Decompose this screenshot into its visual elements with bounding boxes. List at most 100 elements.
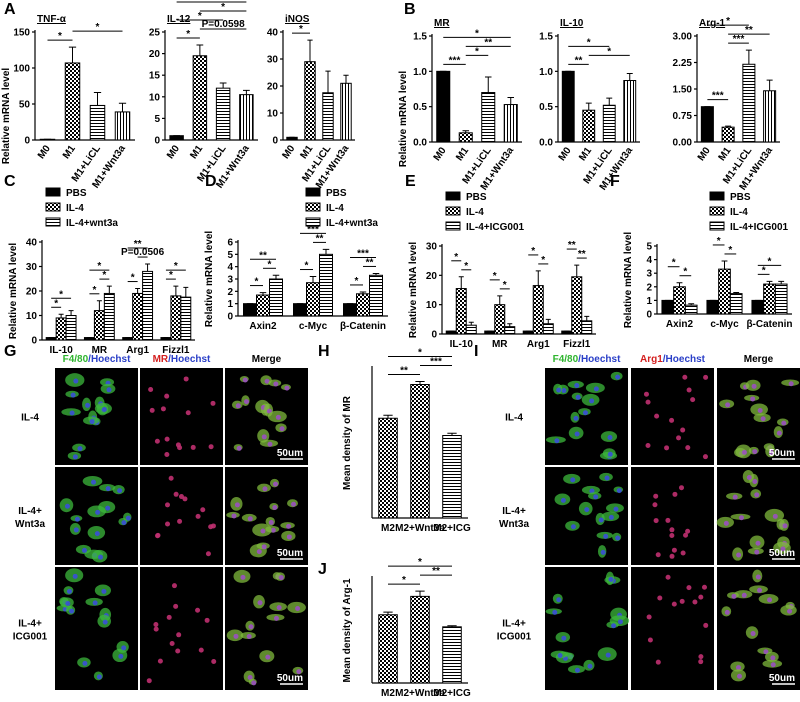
legend-swatch: [305, 202, 321, 212]
nucleus: [173, 491, 179, 497]
row-label: ICG001: [497, 632, 532, 643]
error-bar: [359, 291, 367, 294]
nucleus: [165, 521, 171, 527]
nucleus: [757, 407, 763, 413]
header-part: F4/80: [63, 354, 89, 365]
header-part: Arg1: [640, 354, 663, 365]
row-label: IL-4+: [18, 619, 42, 630]
error-bar: [626, 72, 633, 81]
error-bar: [745, 49, 752, 65]
y-tick-label: 10: [26, 311, 38, 322]
nucleus: [702, 454, 708, 460]
row-label: IL-4+: [502, 619, 526, 630]
bar: [322, 92, 334, 141]
nucleus: [279, 426, 285, 432]
nucleus: [701, 584, 707, 590]
nucleus: [647, 637, 653, 643]
nucleus: [750, 631, 756, 637]
significance-label: **: [259, 250, 267, 261]
nucleus: [755, 574, 761, 580]
legend-swatch: [305, 187, 321, 197]
error-bar: [93, 91, 102, 106]
nucleus: [665, 574, 671, 580]
error-bar: [721, 260, 728, 270]
bar: [410, 384, 430, 519]
nucleus: [698, 659, 704, 665]
bar: [751, 299, 765, 315]
nucleus: [95, 509, 101, 515]
nucleus: [98, 554, 104, 560]
error-bar: [676, 282, 683, 287]
nucleus: [118, 653, 124, 659]
y-tick-label: 0: [154, 136, 160, 147]
legend-swatch: [45, 187, 61, 197]
nucleus: [264, 378, 270, 384]
nucleus: [72, 573, 78, 579]
bar: [442, 435, 462, 519]
error-bar: [183, 286, 189, 298]
panel-letter: F: [610, 173, 620, 190]
y-tick-label: 10: [426, 300, 438, 311]
micrograph: [55, 567, 138, 690]
nucleus: [741, 449, 747, 455]
significance-label: *: [726, 16, 730, 27]
nucleus: [286, 534, 292, 540]
legend-swatch: [445, 206, 461, 216]
nucleus: [77, 446, 83, 452]
x-tick-label: MR: [92, 345, 108, 356]
nucleus: [296, 669, 302, 675]
significance-label: *: [672, 258, 676, 269]
bar: [340, 82, 352, 141]
nucleus: [105, 486, 111, 492]
nucleus: [286, 523, 292, 529]
significance-label: **: [484, 37, 492, 48]
nucleus: [645, 399, 651, 405]
significance-label: **: [366, 257, 374, 268]
row-label: IL-4+: [502, 506, 526, 517]
x-tick-label: Fizzl1: [162, 345, 190, 356]
error-bar: [606, 97, 613, 106]
panel-letter: B: [404, 1, 416, 18]
nucleus: [121, 645, 127, 651]
nucleus: [574, 382, 580, 388]
significance-label: *: [454, 252, 458, 263]
bar: [700, 106, 714, 143]
bar: [170, 295, 182, 341]
bar: [192, 55, 208, 141]
y-axis-label: Mean density of Arg-1: [342, 578, 353, 683]
y-tick-label: 0.5: [413, 102, 427, 113]
significance-label: ***: [449, 55, 461, 66]
significance-label: *: [541, 255, 545, 266]
y-tick-label: 20: [149, 49, 161, 60]
bar: [582, 109, 596, 143]
y-tick-label: 0.0: [413, 138, 427, 149]
bar: [721, 126, 735, 143]
chart-title: IL-10: [560, 18, 584, 29]
nucleus: [611, 623, 617, 629]
y-axis-label: Relative mRNA level: [398, 71, 409, 168]
error-bar: [415, 590, 425, 597]
header-part: /Hoechst: [88, 354, 131, 365]
bar: [142, 270, 154, 341]
y-tick-label: 40: [267, 28, 279, 39]
bar: [742, 63, 756, 143]
significance-label: *: [607, 46, 611, 57]
y-tick-label: 30: [426, 242, 438, 253]
micrograph: [631, 567, 714, 690]
nucleus: [106, 387, 112, 393]
scale-bar-label: 50um: [769, 673, 795, 684]
error-bar: [415, 381, 425, 385]
nucleus: [751, 383, 757, 389]
nucleus: [605, 652, 611, 658]
nucleus: [587, 663, 593, 669]
bar: [763, 283, 776, 315]
nucleus: [752, 449, 758, 455]
row-label: Wnt3a: [499, 519, 529, 530]
significance-label: *: [683, 267, 687, 278]
nucleus: [236, 445, 242, 451]
nucleus: [121, 520, 127, 526]
significance-label: *: [475, 28, 479, 39]
nucleus: [164, 393, 170, 399]
y-tick-label: 3.00: [673, 32, 693, 43]
bar: [356, 293, 370, 317]
